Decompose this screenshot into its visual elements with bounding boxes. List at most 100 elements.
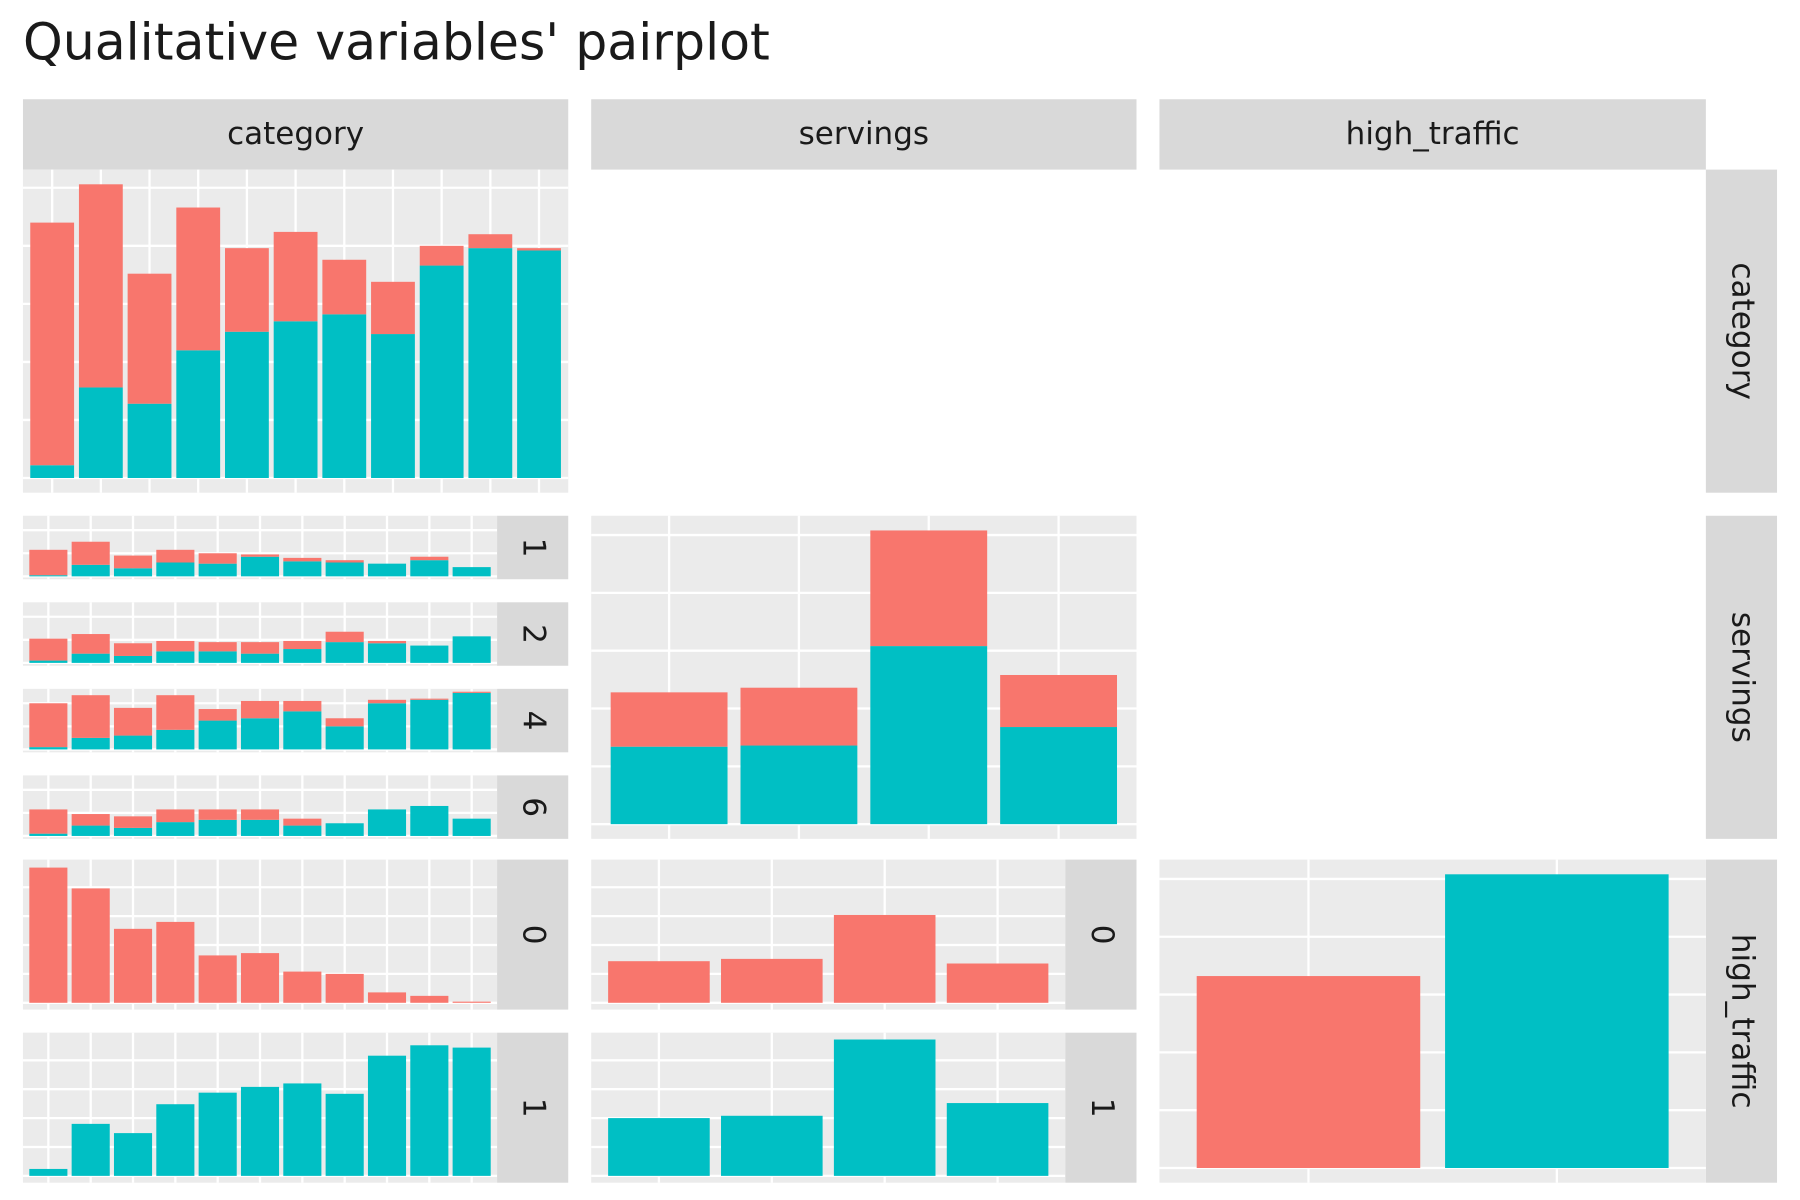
bar [29, 833, 68, 836]
bar [273, 321, 318, 479]
bar [113, 827, 153, 836]
bar [113, 568, 153, 577]
bar [113, 816, 153, 828]
bar [29, 660, 68, 663]
bar [367, 640, 407, 644]
bar [71, 541, 110, 565]
bar [71, 695, 110, 738]
bar [29, 867, 68, 1003]
bar [325, 642, 364, 663]
bar [198, 553, 237, 564]
bar [71, 737, 110, 750]
bar [29, 549, 68, 576]
bar [283, 818, 322, 826]
bar [740, 745, 858, 825]
bar [283, 557, 322, 562]
bar [156, 640, 195, 652]
bar [367, 1055, 407, 1176]
column-label: servings [799, 116, 929, 152]
bar [273, 231, 318, 322]
facet-label: 6 [516, 797, 552, 817]
bar [198, 709, 237, 721]
bar [240, 554, 280, 557]
bar [240, 653, 280, 663]
facet-label: 1 [1084, 1098, 1120, 1118]
bar [367, 809, 407, 836]
bar [833, 914, 936, 1003]
facet-strip [497, 859, 569, 1010]
facet-strip [497, 775, 569, 839]
bar [156, 549, 195, 563]
row-strip [1705, 515, 1778, 839]
facet-label: 1 [516, 1098, 552, 1118]
bar [325, 718, 364, 727]
facet-strip [1065, 859, 1137, 1010]
bar [946, 1103, 1049, 1176]
bar [870, 646, 988, 825]
bar [283, 700, 322, 712]
bar [29, 1168, 68, 1176]
bar [240, 1086, 280, 1176]
bar [283, 971, 322, 1003]
bar [283, 640, 322, 650]
bar [71, 564, 110, 577]
bar [198, 651, 237, 663]
bar [198, 819, 237, 836]
bar [240, 556, 280, 577]
column-strip [1159, 99, 1706, 170]
facet-strip [497, 688, 569, 753]
row-strip [1705, 169, 1778, 493]
bar [740, 687, 858, 746]
row-label: servings [1724, 612, 1760, 743]
bar [78, 184, 123, 388]
bar [240, 953, 280, 1003]
column-label: category [227, 116, 364, 152]
bar [468, 248, 513, 479]
bar [410, 805, 449, 836]
bar [452, 567, 491, 577]
bar [225, 248, 269, 332]
bar [325, 1093, 364, 1176]
bar [127, 273, 172, 404]
bar [240, 718, 280, 750]
bar [240, 809, 280, 820]
bar [452, 636, 491, 663]
row-label: high_traffic [1724, 934, 1760, 1109]
chart-title: Qualitative variables' pairplot [23, 13, 770, 72]
facet-label: 4 [516, 711, 552, 731]
bar [29, 747, 68, 750]
facet-strip [497, 602, 569, 666]
bar [468, 234, 513, 249]
bar [156, 695, 195, 730]
bar [283, 711, 322, 750]
bar [283, 1083, 322, 1176]
bar [410, 1045, 449, 1176]
bar [78, 387, 123, 479]
bar [127, 403, 172, 479]
bar [156, 921, 195, 1003]
bar [71, 1123, 110, 1176]
bar [176, 207, 221, 351]
bar [1445, 874, 1669, 1169]
bar [198, 720, 237, 750]
bar [721, 1115, 823, 1176]
bar [198, 1092, 237, 1176]
bar [367, 643, 407, 663]
bar [452, 818, 491, 836]
bar [1196, 976, 1421, 1169]
row-strip [1705, 859, 1778, 1183]
facet-strip [1065, 1032, 1137, 1183]
bar [156, 562, 195, 577]
bar [410, 645, 449, 663]
bar [283, 825, 322, 836]
bar [517, 250, 561, 479]
bar [283, 561, 322, 577]
bar [322, 314, 367, 479]
bar [410, 556, 449, 561]
bar [240, 642, 280, 654]
column-strip [591, 99, 1137, 170]
bar [1000, 674, 1118, 728]
bar [610, 746, 728, 825]
